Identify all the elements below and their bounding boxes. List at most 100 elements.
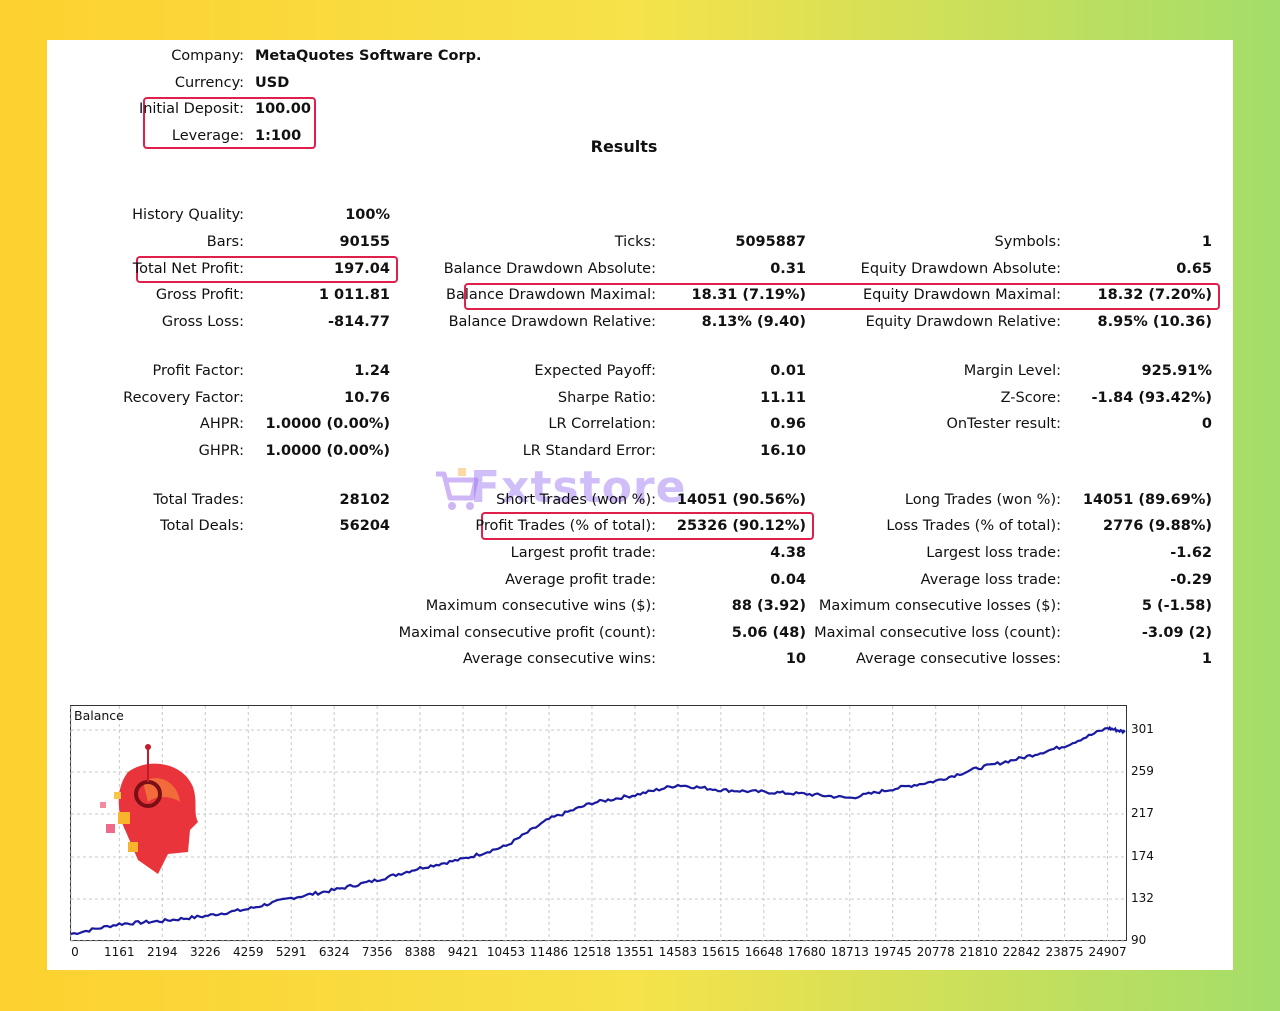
col3-value: 14051 (89.69%) [1082, 492, 1212, 508]
col3-label: Equity Drawdown Absolute: [860, 261, 1061, 277]
x-tick-label: 3226 [189, 945, 221, 959]
x-tick-label: 6324 [318, 945, 350, 959]
col1-value: 1 011.81 [318, 287, 390, 303]
x-tick-label: 21810 [959, 945, 998, 959]
y-tick-label: 90 [1131, 933, 1147, 947]
col2-label: Short Trades (won %): [496, 492, 656, 508]
x-tick-label: 2194 [147, 945, 178, 959]
x-tick-label: 16648 [744, 945, 783, 959]
y-tick-label: 174 [1131, 849, 1154, 863]
x-tick-label: 4259 [232, 945, 264, 959]
col2-value: 0.31 [770, 261, 806, 277]
balance-chart [70, 705, 1127, 941]
logo-icon [100, 744, 198, 874]
x-tick-label: 0 [71, 945, 79, 959]
col2-value: 0.04 [770, 572, 806, 588]
x-tick-label: 12518 [572, 945, 612, 959]
col1-label: GHPR: [198, 443, 244, 459]
balance-line [70, 725, 1126, 936]
header-label: Company: [171, 48, 244, 64]
col3-label: Equity Drawdown Maximal: [863, 287, 1061, 303]
col3-label: Long Trades (won %): [904, 492, 1061, 508]
col3-label: OnTester result: [946, 416, 1061, 432]
header-label: Currency: [174, 75, 244, 91]
col3-label: Average loss trade: [920, 572, 1061, 588]
col2-value: 5.06 (48) [731, 625, 806, 641]
x-tick-label: 18713 [830, 945, 869, 959]
col3-value: 0.65 [1176, 261, 1212, 277]
col2-label: Average consecutive wins: [462, 651, 656, 667]
y-tick-label: 132 [1131, 891, 1154, 905]
x-tick-label: 15615 [701, 945, 740, 959]
col1-value: 10.76 [344, 390, 390, 406]
col2-label: Maximum consecutive wins ($): [425, 598, 656, 614]
col2-value: 5095887 [735, 234, 806, 250]
col2-label: Ticks: [614, 234, 656, 250]
y-tick-label: 301 [1131, 722, 1154, 736]
col1-label: Profit Factor: [152, 363, 244, 379]
x-tick-label: 14583 [658, 945, 697, 959]
col3-value: -1.84 (93.42%) [1091, 390, 1213, 406]
col3-label: Z-Score: [1000, 390, 1061, 406]
col2-label: LR Correlation: [548, 416, 656, 432]
col3-value: 8.95% (10.36) [1097, 314, 1212, 330]
col3-value: 5 (-1.58) [1141, 598, 1212, 614]
col1-label: Gross Loss: [161, 314, 244, 330]
col1-value: 1.0000 (0.00%) [265, 416, 390, 432]
col2-value: 10 [785, 651, 806, 667]
x-tick-label: 7356 [361, 945, 393, 959]
col2-label: Largest profit trade: [510, 545, 656, 561]
x-tick-label: 24907 [1088, 945, 1127, 959]
x-tick-label: 20778 [916, 945, 955, 959]
x-tick-label: 17680 [787, 945, 826, 959]
col2-value: 14051 (90.56%) [676, 492, 806, 508]
col2-label: Profit Trades (% of total): [475, 518, 656, 534]
col2-value: 16.10 [760, 443, 806, 459]
x-tick-label: 8388 [404, 945, 436, 959]
highlight-total-net-profit [136, 256, 398, 283]
col1-value: 1.24 [354, 363, 390, 379]
col2-value: 0.01 [770, 363, 806, 379]
col1-value: 28102 [339, 492, 390, 508]
highlight-balance-drawdown-maximal [464, 283, 1220, 310]
col1-label: Total Net Profit: [132, 261, 244, 277]
col3-label: Equity Drawdown Relative: [865, 314, 1061, 330]
col3-label: Maximum consecutive losses ($): [818, 598, 1061, 614]
col3-label: Maximal consecutive loss (count): [814, 625, 1061, 641]
col3-label: Margin Level: [963, 363, 1061, 379]
cart-icon [436, 468, 479, 510]
col3-label: Symbols: [994, 234, 1061, 250]
col1-value: 1.0000 (0.00%) [265, 443, 390, 459]
col1-value: 56204 [339, 518, 390, 534]
col3-value: 925.91% [1141, 363, 1212, 379]
col2-label: Balance Drawdown Relative: [448, 314, 656, 330]
x-tick-label: 10453 [486, 945, 526, 959]
col1-value: 197.04 [334, 261, 390, 277]
col2-label: Average profit trade: [505, 572, 656, 588]
y-tick-label: 259 [1131, 764, 1154, 778]
col3-value: 0 [1201, 416, 1212, 432]
header-value: MetaQuotes Software Corp. [255, 48, 482, 64]
col2-value: 18.31 (7.19%) [691, 287, 806, 303]
col3-value: -0.29 [1170, 572, 1212, 588]
col1-label: Gross Profit: [155, 287, 244, 303]
col1-value: 100% [345, 207, 390, 223]
col3-value: -3.09 (2) [1141, 625, 1212, 641]
col2-label: Balance Drawdown Absolute: [443, 261, 656, 277]
col3-value: -1.62 [1170, 545, 1212, 561]
col3-label: Loss Trades (% of total): [886, 518, 1061, 534]
header-label: Initial Deposit: [138, 101, 244, 117]
col2-value: 11.11 [760, 390, 806, 406]
x-tick-label: 13551 [615, 945, 655, 959]
x-tick-label: 22842 [1002, 945, 1041, 959]
col1-value: -814.77 [328, 314, 390, 330]
col3-value: 1 [1201, 234, 1212, 250]
col3-value: 18.32 (7.20%) [1097, 287, 1212, 303]
chart-title: Balance [74, 708, 124, 723]
x-tick-label: 23875 [1045, 945, 1084, 959]
col2-value: 0.96 [770, 416, 806, 432]
col2-value: 4.38 [770, 545, 806, 561]
col1-label: Recovery Factor: [123, 390, 244, 406]
header-value: 1:100 [255, 128, 302, 144]
